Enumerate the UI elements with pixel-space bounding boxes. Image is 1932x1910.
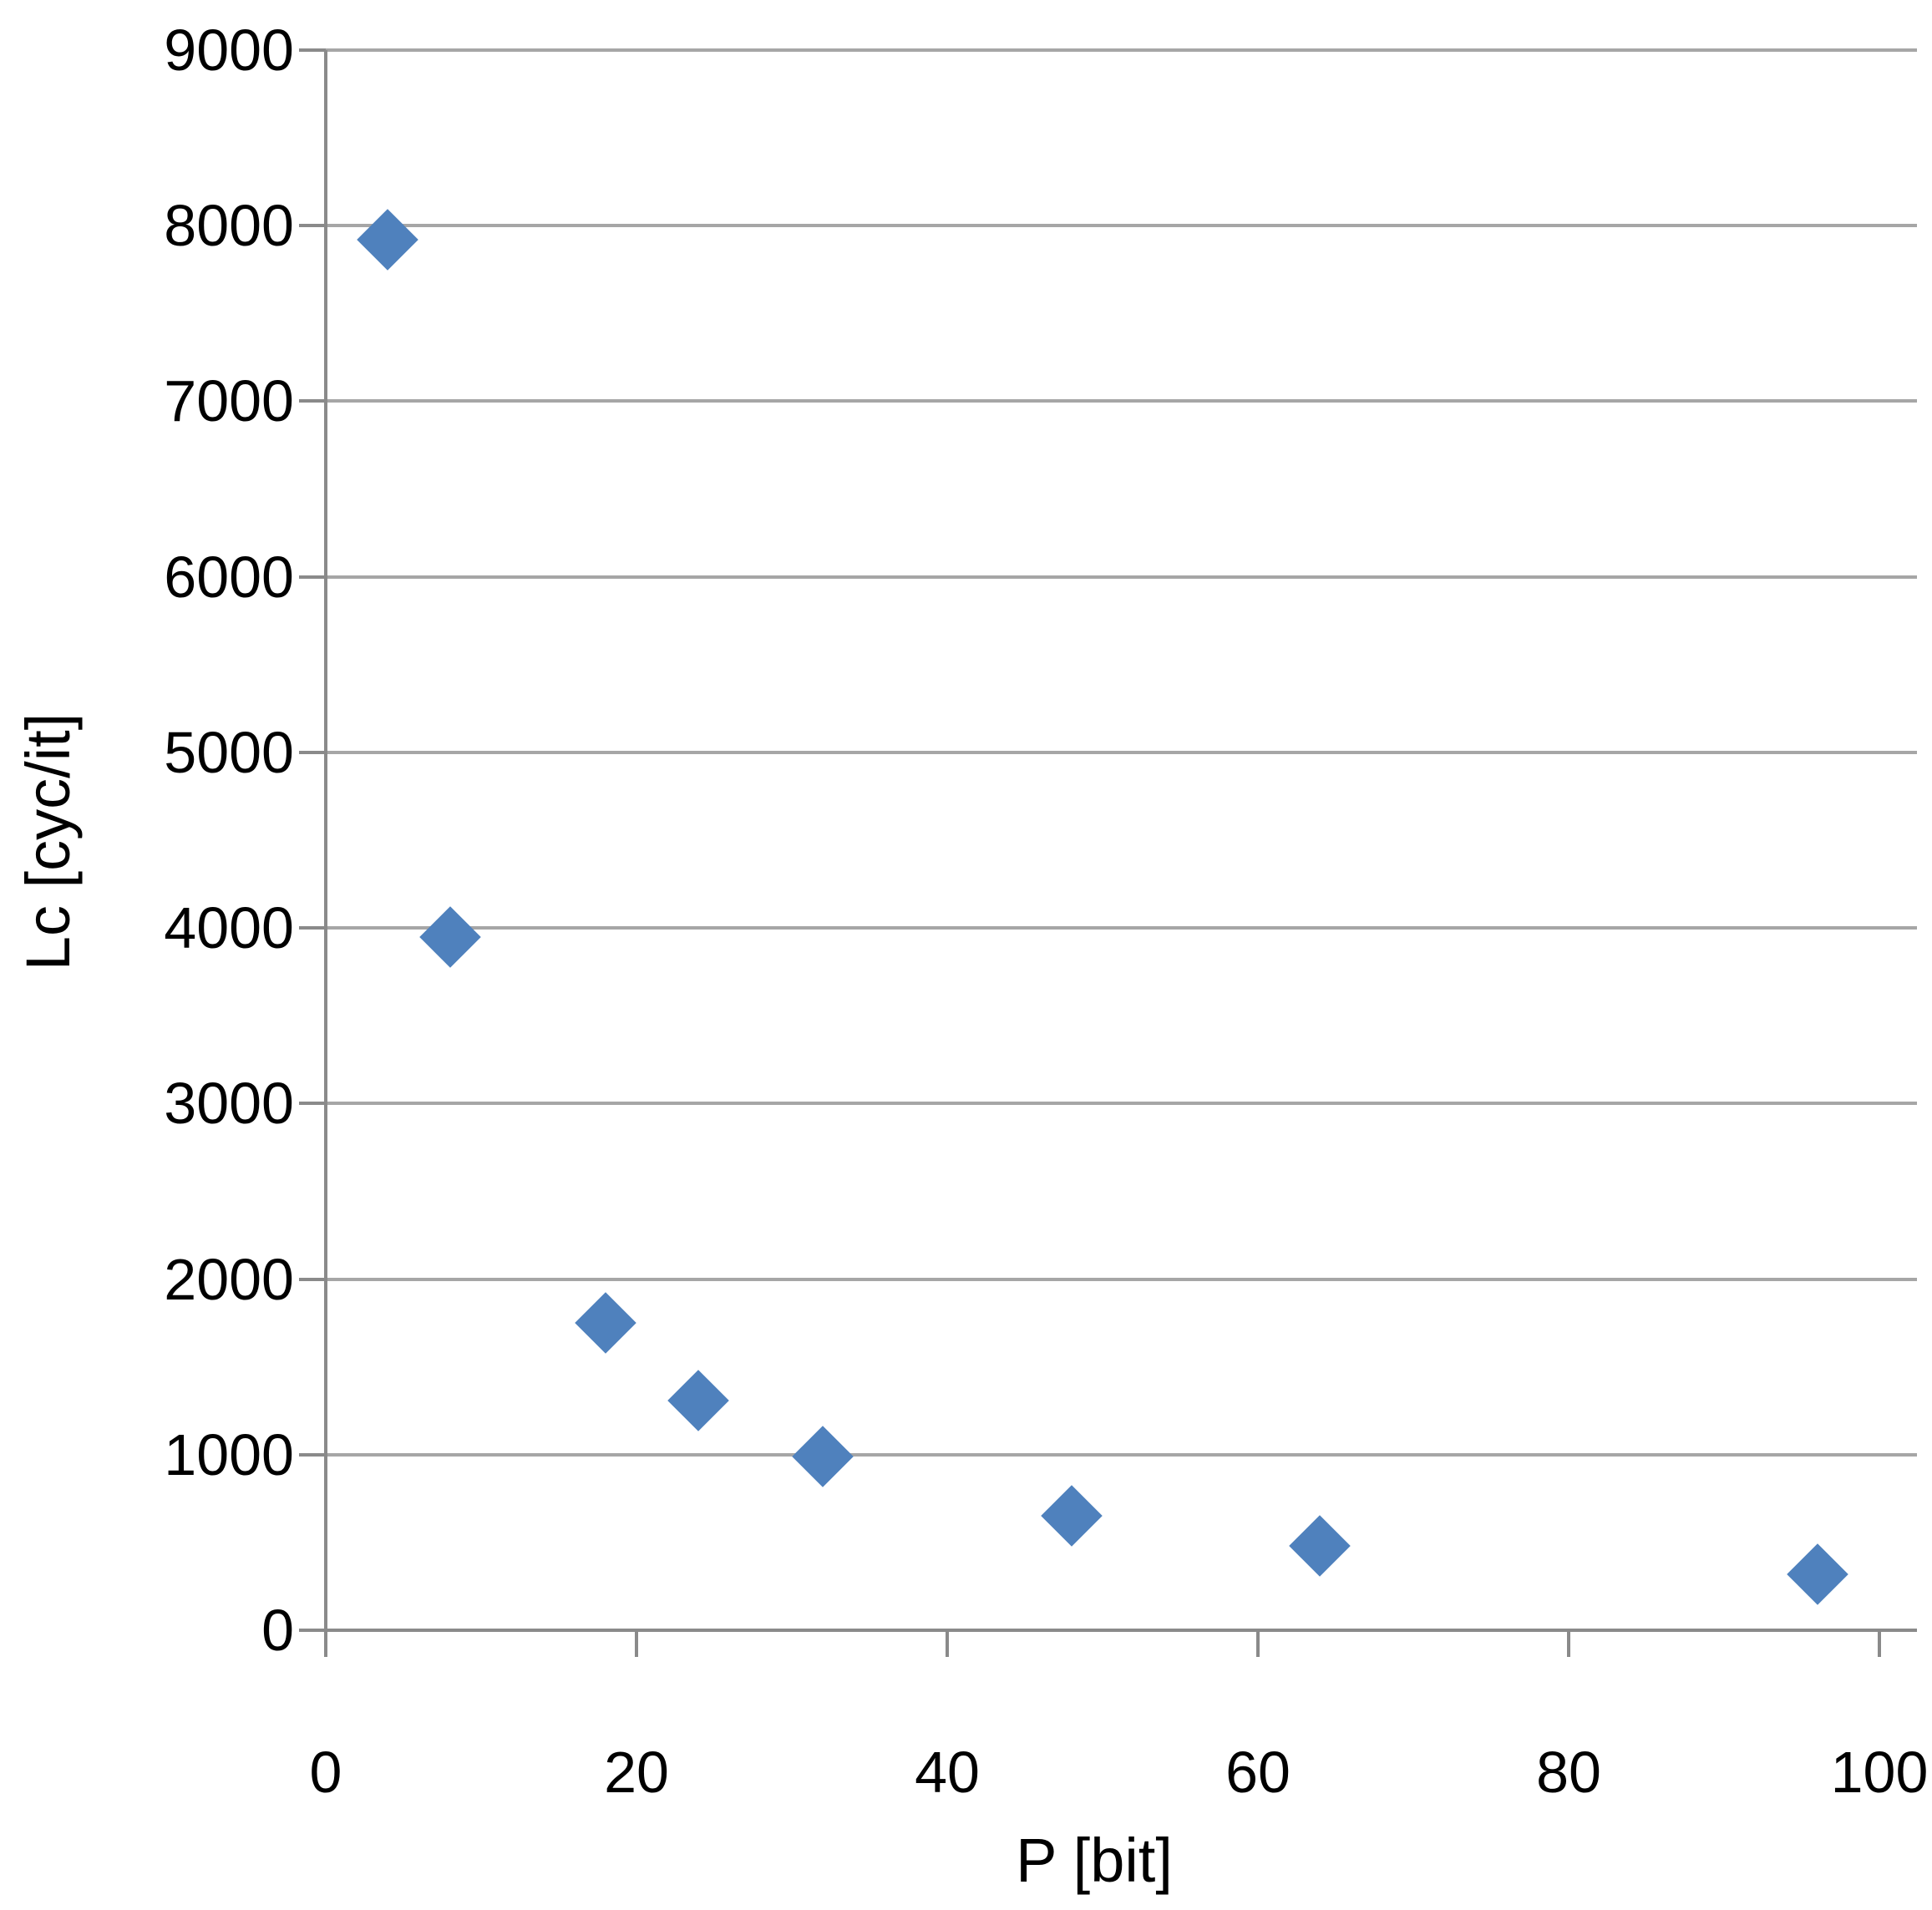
x-tick-mark xyxy=(1256,1630,1260,1657)
y-gridline xyxy=(326,1452,1917,1457)
x-tick-label: 80 xyxy=(1536,1740,1601,1805)
y-axis-title: Lc [cyc/it] xyxy=(13,712,83,971)
y-gridline xyxy=(326,399,1917,403)
y-tick-mark xyxy=(299,1452,326,1457)
x-tick-mark xyxy=(946,1630,949,1657)
y-tick-mark xyxy=(299,399,326,403)
y-gridline xyxy=(326,1102,1917,1106)
y-tick-label: 7000 xyxy=(164,368,294,434)
x-tick-label: 0 xyxy=(309,1740,342,1805)
y-gridline xyxy=(326,48,1917,52)
x-tick-mark xyxy=(1567,1630,1570,1657)
y-tick-mark xyxy=(299,750,326,754)
x-axis-line xyxy=(299,1629,1917,1632)
x-tick-mark xyxy=(1878,1630,1881,1657)
y-gridline xyxy=(326,926,1917,930)
x-tick-mark xyxy=(635,1630,638,1657)
y-tick-label: 0 xyxy=(261,1598,294,1663)
y-tick-label: 4000 xyxy=(164,895,294,961)
y-tick-label: 2000 xyxy=(164,1246,294,1312)
data-point-diamond xyxy=(667,1369,730,1431)
y-gridline xyxy=(326,750,1917,754)
y-tick-label: 6000 xyxy=(164,544,294,610)
y-tick-mark xyxy=(299,1277,326,1281)
y-gridline xyxy=(326,224,1917,228)
x-tick-label: 40 xyxy=(915,1740,980,1805)
data-point-diamond xyxy=(1786,1543,1848,1605)
x-tick-label: 100 xyxy=(1830,1740,1929,1805)
data-point-diamond xyxy=(1041,1485,1103,1548)
data-point-diamond xyxy=(1289,1515,1351,1577)
data-point-diamond xyxy=(575,1292,636,1354)
y-tick-mark xyxy=(299,575,326,579)
y-tick-mark xyxy=(299,224,326,228)
x-tick-label: 20 xyxy=(604,1740,669,1805)
y-tick-label: 9000 xyxy=(164,18,294,83)
y-tick-mark xyxy=(299,1102,326,1106)
y-tick-label: 3000 xyxy=(164,1071,294,1137)
y-tick-label: 5000 xyxy=(164,719,294,785)
y-tick-label: 1000 xyxy=(164,1421,294,1487)
x-tick-label: 60 xyxy=(1225,1740,1291,1805)
y-axis-line xyxy=(324,50,327,1657)
data-point-diamond xyxy=(419,905,481,968)
data-point-diamond xyxy=(792,1426,854,1487)
y-gridline xyxy=(326,575,1917,579)
y-tick-label: 8000 xyxy=(164,193,294,259)
data-point-diamond xyxy=(357,209,419,271)
y-tick-mark xyxy=(299,48,326,52)
y-tick-mark xyxy=(299,926,326,930)
y-gridline xyxy=(326,1277,1917,1281)
x-axis-title: P [bit] xyxy=(1016,1826,1173,1895)
